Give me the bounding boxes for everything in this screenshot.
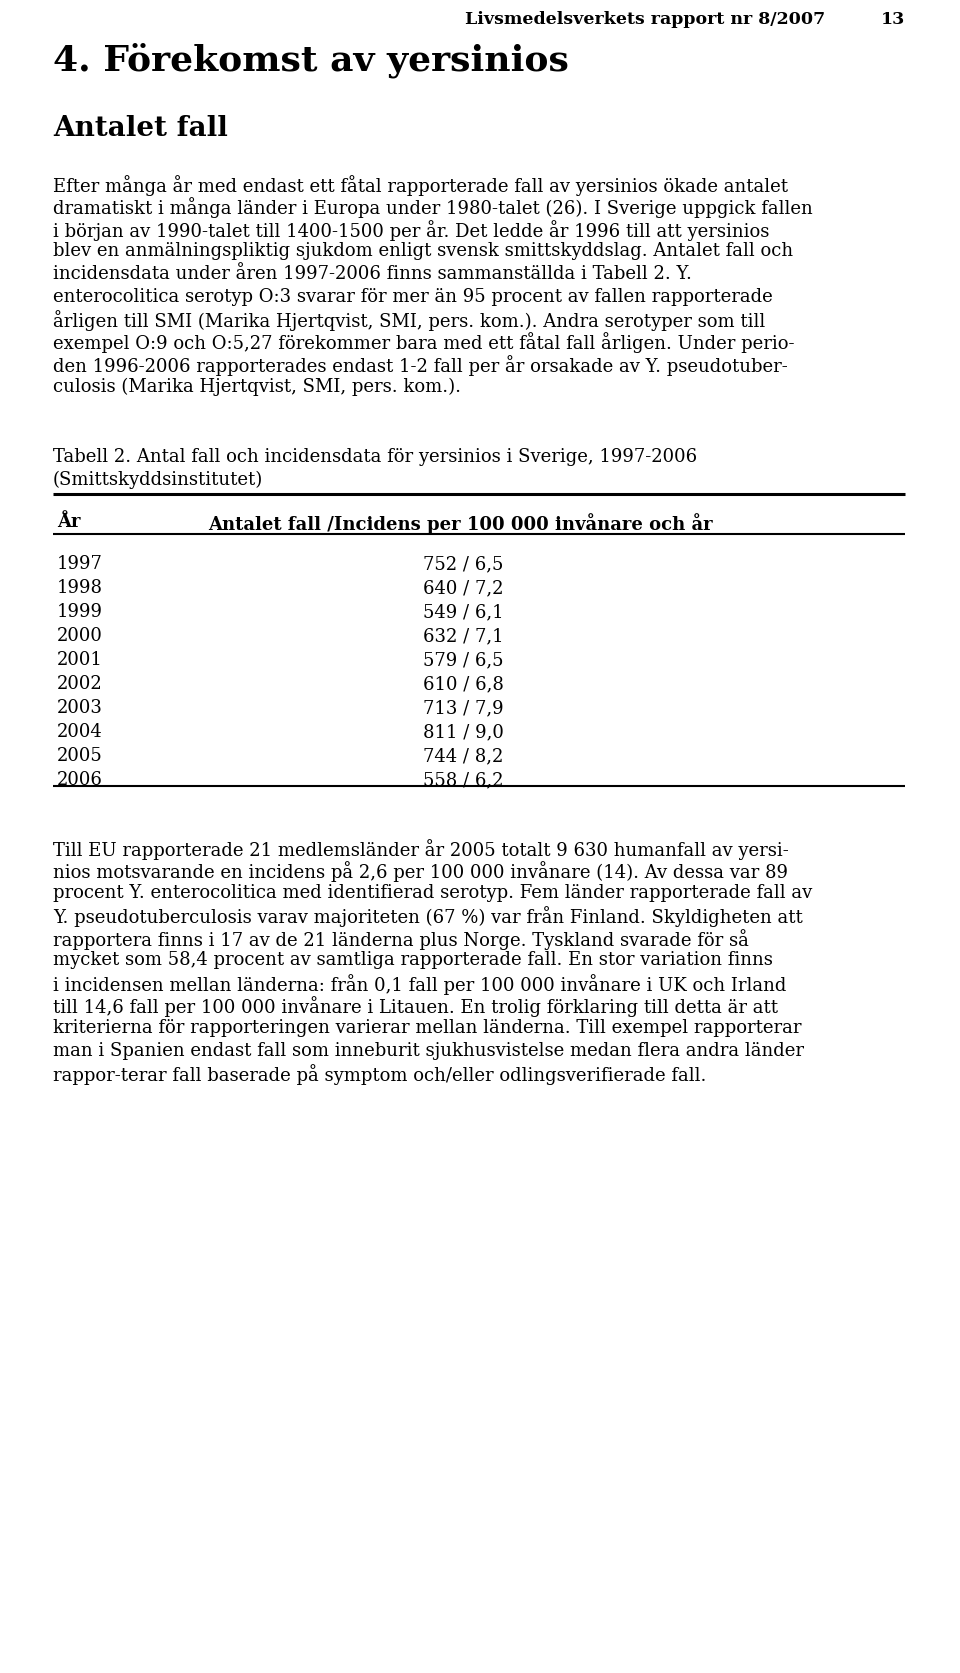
Text: i början av 1990-talet till 1400-1500 per år. Det ledde år 1996 till att yersini: i början av 1990-talet till 1400-1500 pe…	[53, 219, 769, 241]
Text: exempel O:9 och O:5,27 förekommer bara med ett fåtal fall årligen. Under perio-: exempel O:9 och O:5,27 förekommer bara m…	[53, 333, 795, 353]
Text: 1997: 1997	[57, 555, 103, 572]
Text: Efter många år med endast ett fåtal rapporterade fall av yersinios ökade antalet: Efter många år med endast ett fåtal rapp…	[53, 176, 788, 196]
Text: 2004: 2004	[57, 723, 103, 741]
Text: 2001: 2001	[57, 651, 103, 669]
Text: 2002: 2002	[57, 674, 103, 693]
Text: 744 / 8,2: 744 / 8,2	[423, 746, 503, 765]
Text: procent Y. enterocolitica med identifierad serotyp. Fem länder rapporterade fall: procent Y. enterocolitica med identifier…	[53, 883, 812, 902]
Text: (Smittskyddsinstitutet): (Smittskyddsinstitutet)	[53, 470, 263, 489]
Text: Y. pseudotuberculosis varav majoriteten (67 %) var från Finland. Skyldigheten at: Y. pseudotuberculosis varav majoriteten …	[53, 907, 803, 927]
Text: 579 / 6,5: 579 / 6,5	[423, 651, 503, 669]
Text: den 1996-2006 rapporterades endast 1-2 fall per år orsakade av Y. pseudotuber-: den 1996-2006 rapporterades endast 1-2 f…	[53, 355, 788, 376]
Text: 811 / 9,0: 811 / 9,0	[423, 723, 504, 741]
Text: 632 / 7,1: 632 / 7,1	[423, 627, 504, 644]
Text: 1998: 1998	[57, 579, 103, 597]
Text: till 14,6 fall per 100 000 invånare i Litauen. En trolig förklaring till detta ä: till 14,6 fall per 100 000 invånare i Li…	[53, 995, 778, 1017]
Text: 1999: 1999	[57, 602, 103, 621]
Text: 713 / 7,9: 713 / 7,9	[423, 699, 504, 716]
Text: 549 / 6,1: 549 / 6,1	[423, 602, 504, 621]
Text: 13: 13	[880, 12, 905, 28]
Text: årligen till SMI (Marika Hjertqvist, SMI, pers. kom.). Andra serotyper som till: årligen till SMI (Marika Hjertqvist, SMI…	[53, 310, 765, 331]
Text: culosis (Marika Hjertqvist, SMI, pers. kom.).: culosis (Marika Hjertqvist, SMI, pers. k…	[53, 378, 461, 395]
Text: 610 / 6,8: 610 / 6,8	[423, 674, 504, 693]
Text: 2003: 2003	[57, 699, 103, 716]
Text: 640 / 7,2: 640 / 7,2	[423, 579, 503, 597]
Text: kriterierna för rapporteringen varierar mellan länderna. Till exempel rapportera: kriterierna för rapporteringen varierar …	[53, 1019, 802, 1036]
Text: Antalet fall: Antalet fall	[53, 115, 228, 142]
Text: incidensdata under åren 1997-2006 finns sammanställda i Tabell 2. Y.: incidensdata under åren 1997-2006 finns …	[53, 264, 692, 283]
Text: mycket som 58,4 procent av samtliga rapporterade fall. En stor variation finns: mycket som 58,4 procent av samtliga rapp…	[53, 950, 773, 969]
Text: 4. Förekomst av yersinios: 4. Förekomst av yersinios	[53, 42, 569, 77]
Text: i incidensen mellan länderna: från 0,1 fall per 100 000 invånare i UK och Irland: i incidensen mellan länderna: från 0,1 f…	[53, 974, 786, 994]
Text: nios motsvarande en incidens på 2,6 per 100 000 invånare (14). Av dessa var 89: nios motsvarande en incidens på 2,6 per …	[53, 862, 788, 882]
Text: 2006: 2006	[57, 771, 103, 788]
Text: enterocolitica serotyp O:3 svarar för mer än 95 procent av fallen rapporterade: enterocolitica serotyp O:3 svarar för me…	[53, 288, 773, 304]
Text: År: År	[57, 512, 81, 530]
Text: Antalet fall /Incidens per 100 000 invånare och år: Antalet fall /Incidens per 100 000 invån…	[208, 512, 712, 534]
Text: 2000: 2000	[57, 627, 103, 644]
Text: Tabell 2. Antal fall och incidensdata för yersinios i Sverige, 1997-2006: Tabell 2. Antal fall och incidensdata fö…	[53, 448, 697, 465]
Text: Till EU rapporterade 21 medlemsländer år 2005 totalt 9 630 humanfall av yersi-: Till EU rapporterade 21 medlemsländer år…	[53, 838, 789, 860]
Text: man i Spanien endast fall som inneburit sjukhusvistelse medan flera andra länder: man i Spanien endast fall som inneburit …	[53, 1041, 804, 1059]
Text: rappor-terar fall baserade på symptom och/eller odlingsverifierade fall.: rappor-terar fall baserade på symptom oc…	[53, 1064, 707, 1084]
Text: dramatiskt i många länder i Europa under 1980-talet (26). I Sverige uppgick fall: dramatiskt i många länder i Europa under…	[53, 197, 813, 217]
Text: blev en anmälningspliktig sjukdom enligt svensk smittskyddslag. Antalet fall och: blev en anmälningspliktig sjukdom enligt…	[53, 243, 793, 261]
Text: 2005: 2005	[57, 746, 103, 765]
Text: rapportera finns i 17 av de 21 länderna plus Norge. Tyskland svarade för så: rapportera finns i 17 av de 21 länderna …	[53, 929, 749, 949]
Text: 558 / 6,2: 558 / 6,2	[423, 771, 503, 788]
Text: 752 / 6,5: 752 / 6,5	[423, 555, 503, 572]
Text: Livsmedelsverkets rapport nr 8/2007: Livsmedelsverkets rapport nr 8/2007	[465, 12, 825, 28]
